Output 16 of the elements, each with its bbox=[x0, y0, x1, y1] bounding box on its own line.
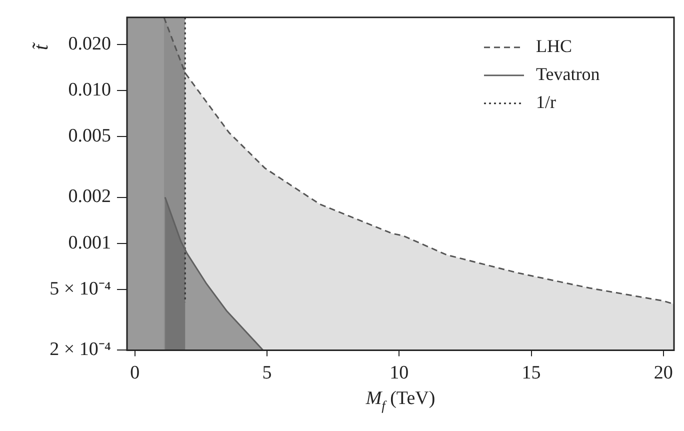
y-axis-title: t̃ bbox=[30, 42, 52, 50]
y-tick-label: 0.020 bbox=[68, 33, 111, 54]
y-tick-label: 0.001 bbox=[68, 232, 111, 254]
y-tick-label: 0.010 bbox=[68, 79, 111, 100]
y-tick-label: 0.005 bbox=[68, 125, 111, 146]
y-tick-label: 5 × 10⁻⁴ bbox=[50, 278, 112, 300]
y-tick-label: 0.002 bbox=[68, 186, 111, 208]
y-tick-label: 2 × 10⁻⁴ bbox=[50, 339, 112, 360]
x-tick-label: 20 bbox=[654, 362, 673, 384]
x-tick-label: 15 bbox=[522, 362, 541, 384]
legend-label: Tevatron bbox=[536, 64, 600, 84]
x-tick-label: 10 bbox=[390, 362, 409, 384]
legend-label: LHC bbox=[536, 36, 572, 56]
x-tick-label: 0 bbox=[130, 362, 140, 384]
x-tick-label: 5 bbox=[262, 362, 272, 384]
legend-label: 1/r bbox=[536, 92, 556, 112]
